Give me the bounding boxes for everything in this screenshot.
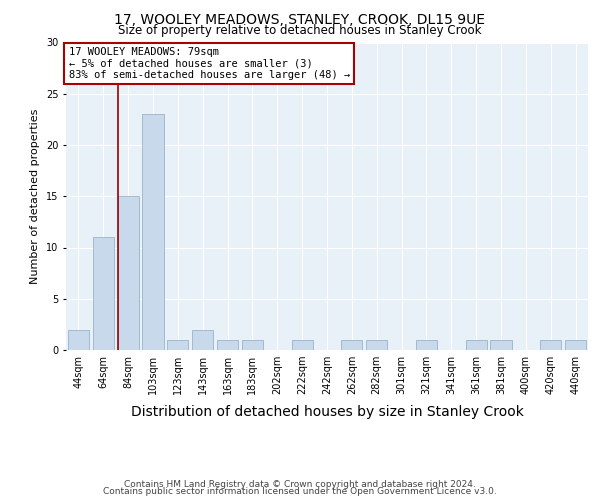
- Text: Contains HM Land Registry data © Crown copyright and database right 2024.: Contains HM Land Registry data © Crown c…: [124, 480, 476, 489]
- Bar: [192, 330, 213, 350]
- Bar: [565, 340, 586, 350]
- Bar: [242, 340, 263, 350]
- Text: Contains public sector information licensed under the Open Government Licence v3: Contains public sector information licen…: [103, 487, 497, 496]
- Bar: [466, 340, 487, 350]
- X-axis label: Distribution of detached houses by size in Stanley Crook: Distribution of detached houses by size …: [131, 406, 523, 419]
- Bar: [68, 330, 89, 350]
- Text: 17 WOOLEY MEADOWS: 79sqm
← 5% of detached houses are smaller (3)
83% of semi-det: 17 WOOLEY MEADOWS: 79sqm ← 5% of detache…: [68, 47, 350, 80]
- Bar: [540, 340, 561, 350]
- Text: Size of property relative to detached houses in Stanley Crook: Size of property relative to detached ho…: [118, 24, 482, 37]
- Bar: [490, 340, 512, 350]
- Y-axis label: Number of detached properties: Number of detached properties: [31, 108, 40, 284]
- Bar: [292, 340, 313, 350]
- Bar: [416, 340, 437, 350]
- Bar: [118, 196, 139, 350]
- Bar: [217, 340, 238, 350]
- Text: 17, WOOLEY MEADOWS, STANLEY, CROOK, DL15 9UE: 17, WOOLEY MEADOWS, STANLEY, CROOK, DL15…: [115, 12, 485, 26]
- Bar: [142, 114, 164, 350]
- Bar: [167, 340, 188, 350]
- Bar: [341, 340, 362, 350]
- Bar: [366, 340, 387, 350]
- Bar: [93, 238, 114, 350]
